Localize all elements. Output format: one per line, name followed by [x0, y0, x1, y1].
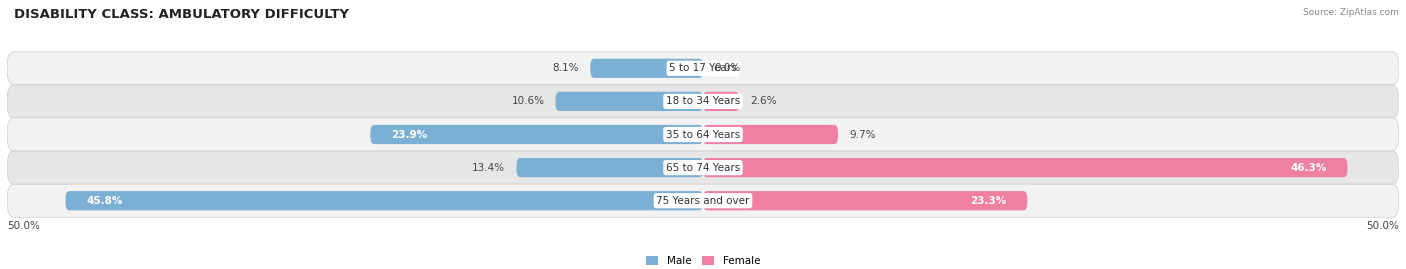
Text: Source: ZipAtlas.com: Source: ZipAtlas.com [1303, 8, 1399, 17]
FancyBboxPatch shape [516, 158, 703, 177]
Text: 50.0%: 50.0% [7, 221, 39, 231]
Text: 0.0%: 0.0% [714, 63, 741, 73]
FancyBboxPatch shape [591, 59, 703, 78]
FancyBboxPatch shape [7, 184, 1399, 217]
Text: 75 Years and over: 75 Years and over [657, 196, 749, 206]
Text: 9.7%: 9.7% [849, 129, 876, 140]
Text: 46.3%: 46.3% [1291, 162, 1327, 173]
Text: 35 to 64 Years: 35 to 64 Years [666, 129, 740, 140]
Text: 5 to 17 Years: 5 to 17 Years [669, 63, 737, 73]
FancyBboxPatch shape [66, 191, 703, 210]
FancyBboxPatch shape [703, 92, 740, 111]
FancyBboxPatch shape [7, 118, 1399, 151]
Text: 65 to 74 Years: 65 to 74 Years [666, 162, 740, 173]
Text: 13.4%: 13.4% [472, 162, 505, 173]
FancyBboxPatch shape [7, 151, 1399, 184]
Text: 2.6%: 2.6% [751, 96, 778, 107]
Text: 8.1%: 8.1% [553, 63, 579, 73]
Text: 23.3%: 23.3% [970, 196, 1007, 206]
Text: 10.6%: 10.6% [512, 96, 544, 107]
Text: 18 to 34 Years: 18 to 34 Years [666, 96, 740, 107]
FancyBboxPatch shape [555, 92, 703, 111]
FancyBboxPatch shape [703, 191, 1028, 210]
FancyBboxPatch shape [7, 85, 1399, 118]
Text: DISABILITY CLASS: AMBULATORY DIFFICULTY: DISABILITY CLASS: AMBULATORY DIFFICULTY [14, 8, 349, 21]
FancyBboxPatch shape [703, 125, 838, 144]
Text: 50.0%: 50.0% [1367, 221, 1399, 231]
Text: 45.8%: 45.8% [86, 196, 122, 206]
FancyBboxPatch shape [703, 158, 1347, 177]
FancyBboxPatch shape [7, 52, 1399, 85]
Text: 23.9%: 23.9% [391, 129, 427, 140]
Legend: Male, Female: Male, Female [641, 252, 765, 269]
FancyBboxPatch shape [370, 125, 703, 144]
